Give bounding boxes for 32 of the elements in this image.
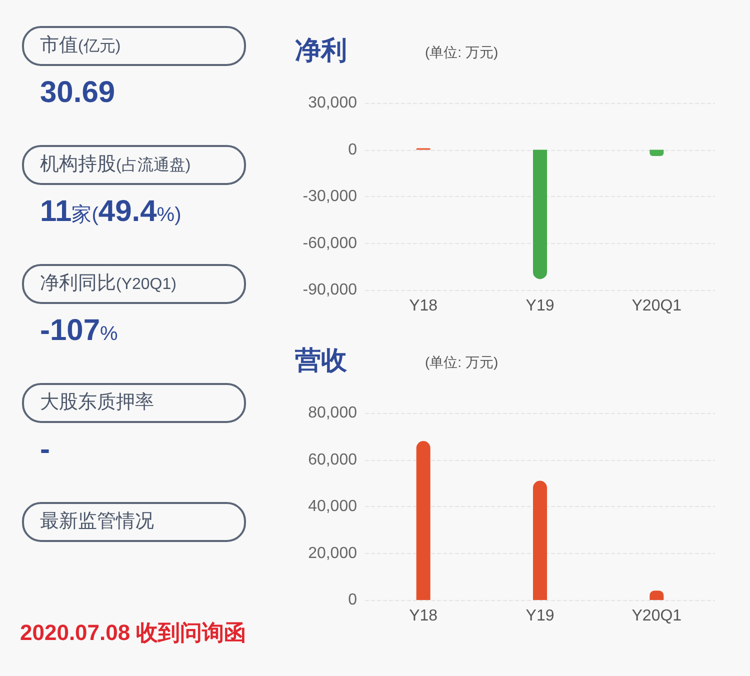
text: - xyxy=(40,433,50,466)
text: 大股东质押率 xyxy=(40,392,154,413)
y-tick-label: 0 xyxy=(348,592,358,608)
text: 净利同比(Y20Q1) xyxy=(40,273,176,294)
text: 30.69 xyxy=(40,76,116,109)
chart-title: 营收 xyxy=(294,345,348,375)
y-tick-label: 80,000 xyxy=(308,404,358,422)
y-tick-label: -60,000 xyxy=(302,234,358,252)
bar xyxy=(533,480,547,600)
x-tick-label: Y18 xyxy=(409,298,438,314)
y-tick-label: 30,000 xyxy=(308,94,358,112)
x-tick-label: Y19 xyxy=(526,298,554,314)
text: -107% xyxy=(40,314,118,347)
bar xyxy=(416,441,430,600)
chart-title: 净利 xyxy=(295,35,347,65)
y-tick-label: 60,000 xyxy=(308,451,358,468)
text: 机构持股(占流通盘) xyxy=(40,154,191,175)
chart-subtitle: (单位: 万元) xyxy=(425,354,498,370)
text: 2020.07.08 收到问询函 xyxy=(20,619,246,647)
chart-subtitle: (单位: 万元) xyxy=(425,44,498,60)
text: 市值(亿元) xyxy=(40,35,121,56)
text: 11家(49.4%) xyxy=(40,195,182,228)
y-tick-label: 40,000 xyxy=(308,498,358,515)
x-tick-label: Y19 xyxy=(526,608,554,624)
x-tick-label: Y18 xyxy=(409,608,438,624)
text: 最新监管情况 xyxy=(40,511,154,532)
x-tick-label: Y20Q1 xyxy=(632,298,682,314)
y-tick-label: 20,000 xyxy=(308,544,358,562)
y-tick-label: -90,000 xyxy=(302,282,358,298)
y-tick-label: -30,000 xyxy=(302,188,358,205)
y-tick-label: 0 xyxy=(348,141,358,158)
x-tick-label: Y20Q1 xyxy=(632,608,682,624)
